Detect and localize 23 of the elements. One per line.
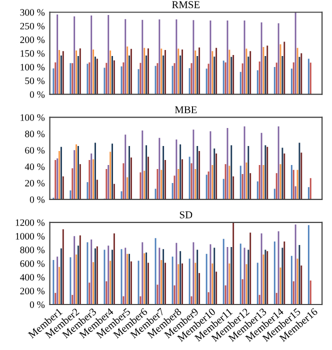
y-tick-label: 0 % [30,301,45,308]
y-tick-label: 60 % [25,147,45,154]
y-tick-label: 0 % [30,196,45,203]
y-tick-label: 20 % [25,180,45,187]
chart-title: MBE [174,106,197,114]
y-tick-label: 0 % [30,91,45,98]
y-tick-label: 300 % [20,9,45,16]
y-tick-label: 80 % [25,130,45,138]
y-tick-label: 200 % [20,36,45,44]
y-tick-label: 200 % [20,288,45,294]
y-tick-label: 600 % [20,260,45,267]
y-tick-label: 1000 % [16,232,45,240]
y-tick-label: 50 % [25,78,45,84]
y-tick-label: 400 % [20,274,45,281]
y-tick-label: 800 % [20,246,45,254]
y-tick-label: 100 % [20,64,45,70]
y-tick-label: 100 % [20,114,45,121]
y-tick-label: 1200 % [16,219,45,226]
chart-title: SD [180,211,192,218]
chart-title: RMSE [172,1,200,8]
y-tick-label: 250 % [20,22,45,30]
y-tick-label: 150 % [20,50,45,57]
y-tick-label: 40 % [24,163,45,170]
